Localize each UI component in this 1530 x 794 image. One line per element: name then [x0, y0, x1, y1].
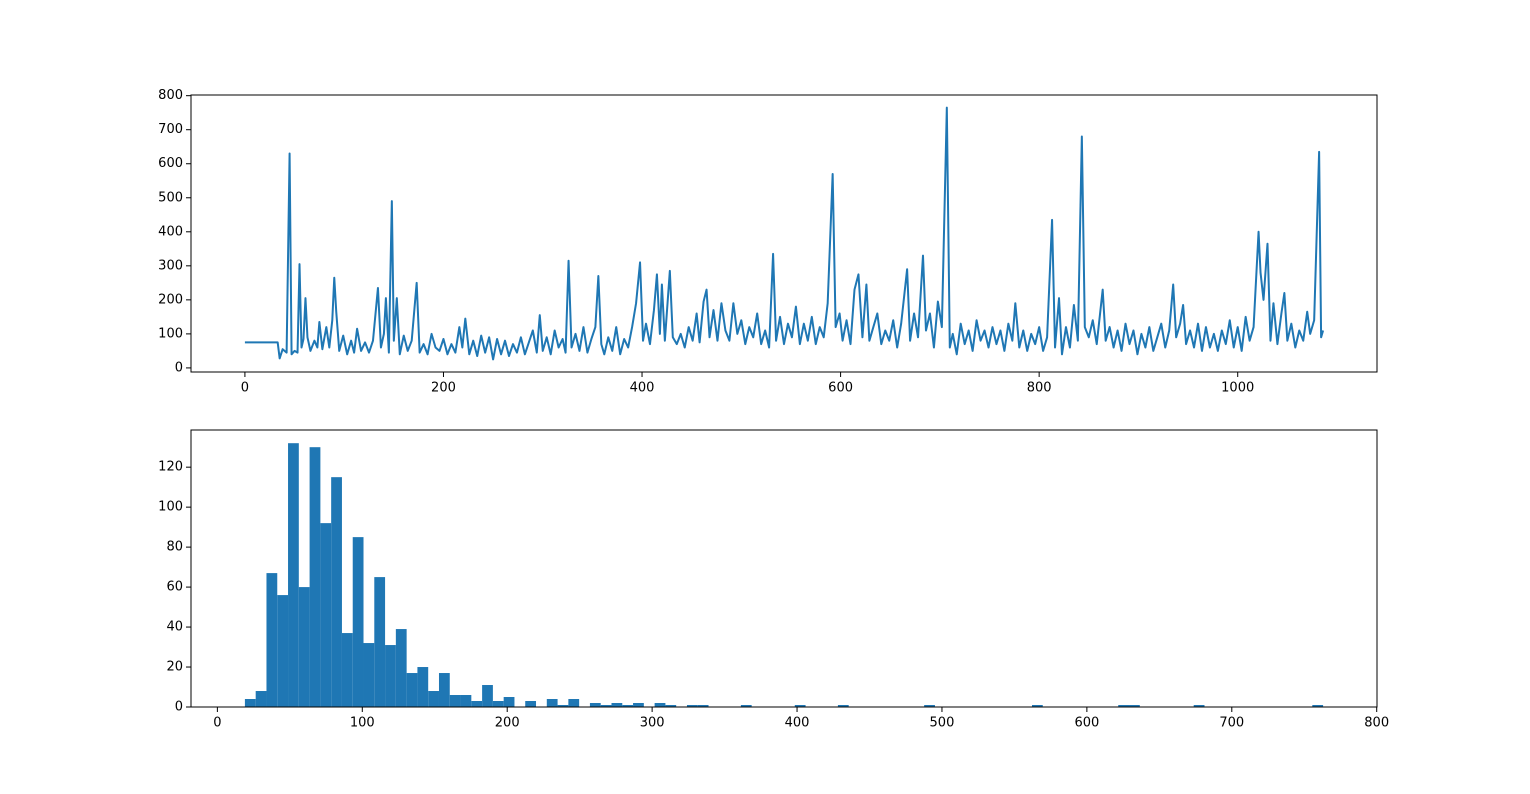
x-tick-label: 1000 — [1221, 381, 1254, 396]
x-tick-label: 400 — [785, 716, 810, 731]
histogram-bar — [525, 701, 537, 707]
y-tick-label: 600 — [158, 156, 183, 171]
histogram-bar — [665, 705, 677, 707]
histogram-bar — [331, 477, 342, 707]
histogram-bar — [622, 705, 634, 707]
x-tick-label: 100 — [350, 716, 375, 731]
y-tick-label: 400 — [158, 224, 183, 239]
x-tick-label: 800 — [1364, 716, 1389, 731]
histogram-bar — [255, 691, 267, 707]
histogram-bar — [600, 705, 612, 707]
histogram-bar — [1193, 705, 1205, 707]
y-tick-label: 0 — [175, 360, 183, 375]
histogram-bar — [568, 699, 580, 707]
histogram-bar — [449, 695, 461, 707]
x-tick-label: 200 — [495, 716, 520, 731]
histogram-bar — [686, 705, 698, 707]
histogram-bar — [697, 705, 709, 707]
histogram-bar — [1118, 705, 1130, 707]
histogram-bar — [654, 703, 666, 707]
histogram-bar — [482, 685, 493, 707]
histogram-bar — [924, 705, 935, 707]
histogram-bar — [277, 595, 289, 707]
histogram-bar — [428, 691, 439, 707]
y-tick-label: 60 — [166, 580, 183, 595]
histogram-bar — [341, 633, 353, 707]
x-tick-label: 0 — [213, 716, 221, 731]
histogram-bar — [352, 537, 364, 707]
histogram-bar — [589, 703, 601, 707]
histogram-bar — [546, 699, 558, 707]
histogram-bar — [611, 703, 623, 707]
y-tick-label: 80 — [166, 540, 183, 555]
y-tick-label: 20 — [166, 660, 183, 675]
histogram-bar — [1312, 705, 1324, 707]
histogram-bar — [1031, 705, 1043, 707]
histogram-bar — [298, 587, 310, 707]
histogram-bar — [438, 673, 450, 707]
y-tick-label: 200 — [158, 292, 183, 307]
histogram-bar — [244, 699, 256, 707]
x-tick-label: 400 — [630, 381, 655, 396]
x-tick-label: 600 — [828, 381, 853, 396]
x-tick-label: 700 — [1219, 716, 1244, 731]
histogram-bar — [320, 523, 332, 707]
y-tick-label: 120 — [158, 460, 183, 475]
x-tick-label: 300 — [640, 716, 665, 731]
histogram-bar — [395, 629, 407, 707]
histogram-bar — [417, 667, 429, 707]
axes-frame — [190, 94, 1378, 373]
data-line — [244, 106, 1325, 361]
axes-frame — [190, 429, 1378, 708]
histogram-bar — [837, 705, 849, 707]
x-tick-label: 600 — [1074, 716, 1099, 731]
histogram-bar — [471, 701, 483, 707]
x-tick-label: 200 — [431, 381, 456, 396]
histogram-bar — [374, 577, 386, 707]
x-tick-label: 500 — [930, 716, 955, 731]
histogram-bar — [794, 705, 806, 707]
x-tick-label: 0 — [241, 381, 249, 396]
histogram-bar — [633, 703, 644, 707]
axes: 0 200 400 600 800 1000 0 100 200 300 400 500 600 700 8… — [158, 88, 1378, 396]
histogram-bar — [460, 695, 472, 707]
histogram-bar — [406, 673, 418, 707]
y-tick-label: 800 — [158, 88, 183, 103]
y-tick-label: 100 — [158, 500, 183, 515]
histogram-bar — [385, 645, 396, 707]
histogram-bar — [557, 705, 569, 707]
y-tick-label: 300 — [158, 258, 183, 273]
histogram-bar — [309, 447, 321, 707]
y-tick-label: 500 — [158, 190, 183, 205]
histogram-bar — [1129, 705, 1140, 707]
x-tick-label: 800 — [1027, 381, 1052, 396]
histogram-bar — [363, 643, 375, 707]
histogram-bar — [503, 697, 515, 707]
histogram-bar — [740, 705, 752, 707]
histogram-bar — [288, 443, 299, 707]
axes: 0 100 200 300 400 500 600 700 800 0 20 40 60 80 100 120 — [158, 429, 1389, 731]
histogram-bar — [492, 701, 504, 707]
histogram-bar — [266, 573, 278, 707]
y-tick-label: 0 — [175, 700, 183, 715]
y-tick-label: 700 — [158, 122, 183, 137]
y-tick-label: 100 — [158, 326, 183, 341]
y-tick-label: 40 — [166, 620, 183, 635]
